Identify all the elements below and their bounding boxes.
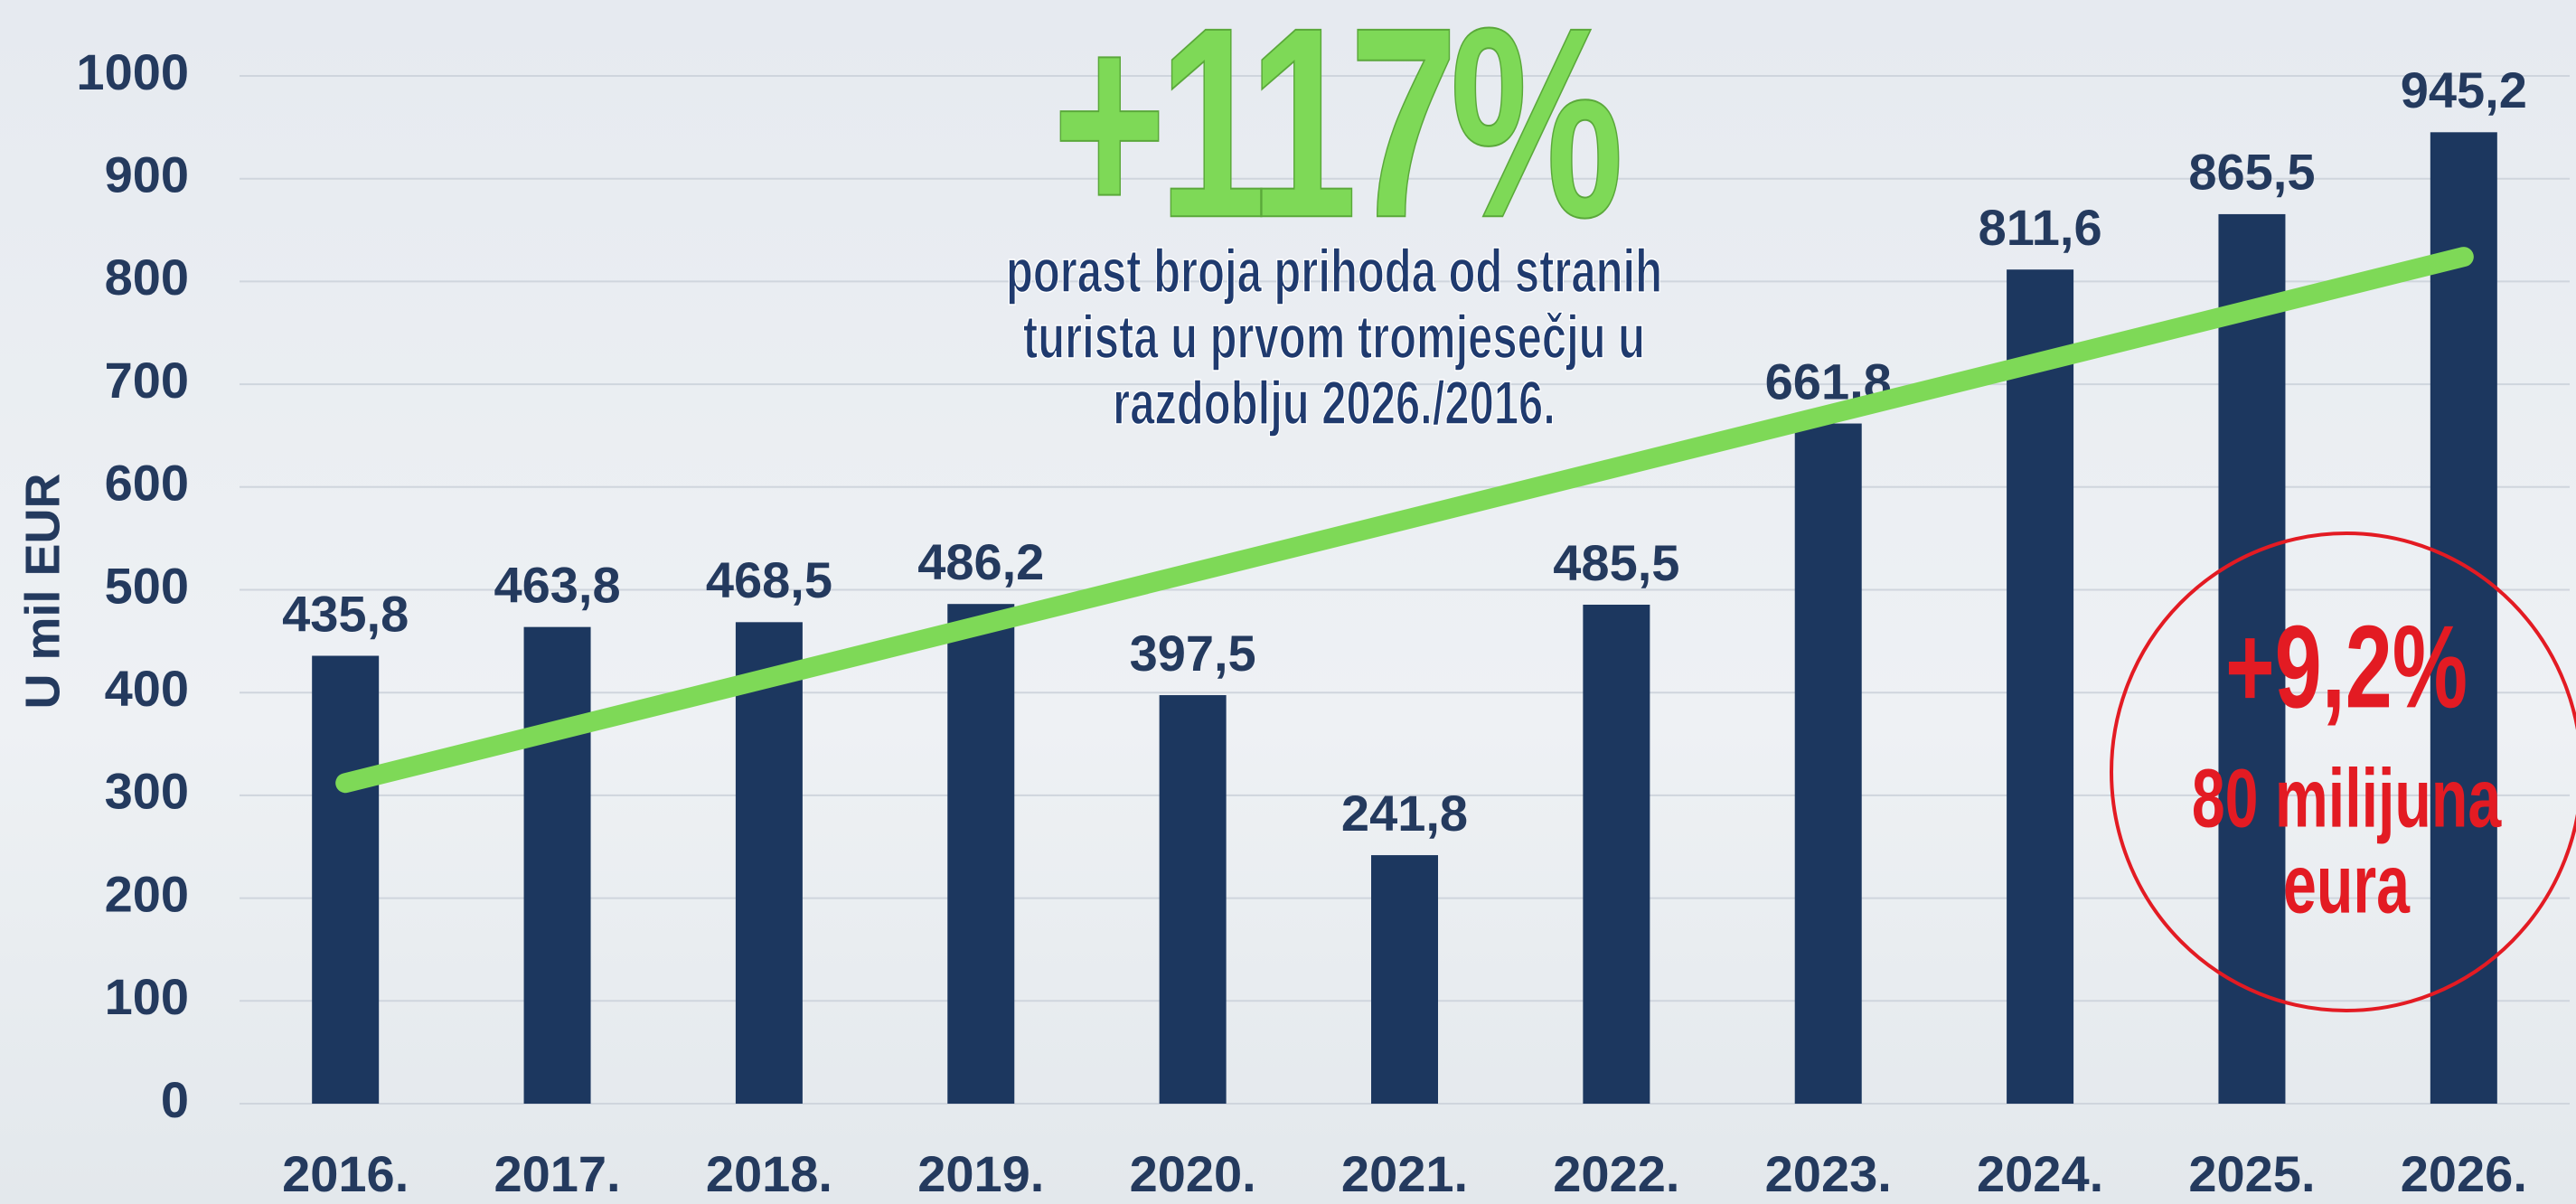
bar	[1795, 424, 1862, 1104]
headline-line: porast broja prihoda od stranih	[1006, 236, 1662, 306]
callout-line: eura	[2283, 837, 2411, 930]
x-tick-label: 2018.	[706, 1145, 832, 1202]
headline-text: turista u prvom tromjesečju u	[1023, 302, 1645, 372]
callout-line: +9,2%	[2225, 601, 2468, 733]
page: {"chart_data": {"type": "bar", "y_label"…	[0, 0, 2576, 1204]
y-axis-title: U mil EUR	[15, 473, 70, 709]
bar	[1160, 695, 1227, 1104]
headline-number: +117%	[1052, 0, 1621, 275]
callout-text: eura	[2283, 837, 2411, 930]
y-tick-label: 500	[105, 557, 189, 614]
y-tick-label: 400	[105, 660, 189, 717]
headline: +117%	[1052, 0, 1621, 275]
headline-line: razdoblju 2026./2016.	[1113, 368, 1556, 437]
value-label: 945,2	[2401, 61, 2527, 118]
bar	[524, 627, 591, 1104]
bar	[312, 655, 379, 1104]
x-tick-label: 2017.	[494, 1145, 620, 1202]
value-label: 486,2	[917, 533, 1044, 590]
value-label: 485,5	[1553, 534, 1679, 591]
y-tick-label: 1000	[76, 43, 189, 100]
y-tick-label: 100	[105, 968, 189, 1025]
x-tick-label: 2026.	[2401, 1145, 2527, 1202]
value-label: 397,5	[1130, 625, 1256, 682]
chart: U mil EUR 0 100 200 300 400 500 600 700 800 900 10…	[0, 0, 2576, 1204]
y-tick-label: 900	[105, 146, 189, 202]
value-label: 811,6	[1979, 199, 2102, 256]
callout-line: 80 milijuna	[2192, 751, 2503, 844]
y-tick-label: 700	[105, 352, 189, 409]
headline-text: razdoblju 2026./2016.	[1113, 368, 1556, 437]
bar	[947, 604, 1014, 1104]
x-tick-label: 2019.	[917, 1145, 1044, 1202]
bar	[2007, 269, 2073, 1104]
value-label: 241,8	[1341, 785, 1468, 842]
value-label: 865,5	[2188, 144, 2315, 201]
headline-line: turista u prvom tromjesečju u	[1023, 302, 1645, 372]
y-tick-label: 800	[105, 249, 189, 306]
x-tick-label: 2020.	[1130, 1145, 1256, 1202]
y-tick-label: 600	[105, 455, 189, 512]
value-label: 463,8	[494, 556, 620, 613]
callout-text: 80 milijuna	[2192, 751, 2503, 844]
x-tick-label: 2022.	[1553, 1145, 1679, 1202]
y-tick-label: 200	[105, 865, 189, 922]
value-label: 468,5	[706, 551, 832, 608]
bar	[736, 622, 803, 1104]
x-tick-label: 2021.	[1341, 1145, 1468, 1202]
callout-text: +9,2%	[2225, 601, 2468, 733]
bar	[1371, 855, 1438, 1104]
y-tick-label: 300	[105, 763, 189, 820]
headline-text: porast broja prihoda od stranih	[1006, 236, 1662, 306]
y-tick-label: 0	[161, 1071, 189, 1128]
x-tick-label: 2025.	[2188, 1145, 2315, 1202]
value-label: 435,8	[282, 585, 409, 642]
x-tick-label: 2023.	[1765, 1145, 1892, 1202]
x-tick-label: 2024.	[1977, 1145, 2103, 1202]
bar	[1583, 605, 1650, 1104]
x-tick-label: 2016.	[282, 1145, 409, 1202]
